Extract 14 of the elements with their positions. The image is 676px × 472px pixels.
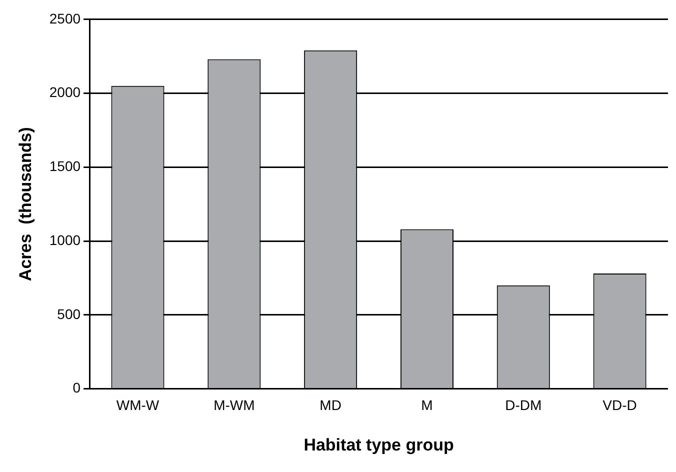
x-tick-label: M: [421, 397, 433, 414]
x-tick-label: WM-W: [116, 397, 160, 414]
y-axis-title: Acres (thousands): [16, 127, 35, 282]
y-tick-label: 1500: [49, 158, 81, 174]
y-tick-label: 1000: [49, 232, 81, 248]
x-tick-label: M-WM: [214, 397, 255, 414]
x-tick-label: VD-D: [602, 397, 637, 414]
x-axis-title: Habitat type group: [304, 435, 454, 454]
y-tick-label: 2000: [49, 84, 81, 100]
x-tick-label: MD: [320, 397, 342, 414]
y-tick-label: 500: [57, 306, 81, 322]
y-tick-label: 2500: [49, 10, 81, 26]
y-tick-label: 0: [72, 380, 81, 396]
x-tick-label: D-DM: [505, 397, 542, 414]
